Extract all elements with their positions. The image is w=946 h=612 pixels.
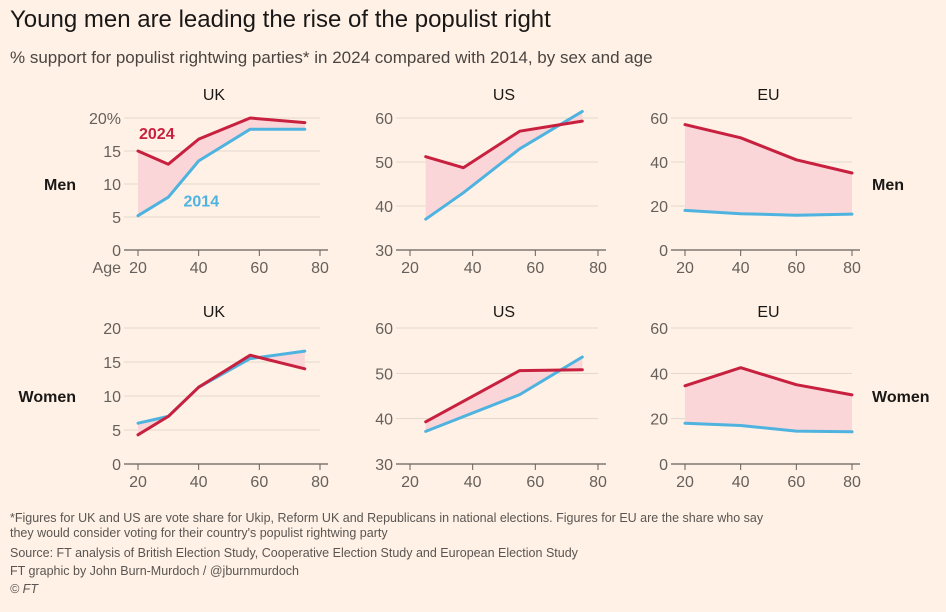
x-tick-label: 40 [732,260,750,277]
panel-us-women: US 30 40 50 60 20 40 60 80 [375,304,607,491]
x-tick-label: 80 [589,260,607,277]
series-2024-line [683,123,854,175]
x-tick-label: 40 [464,260,482,277]
x-tick-label: 80 [311,260,329,277]
series-2014-label: 2014 [184,193,220,210]
panel-title: US [493,87,515,104]
y-tick-label: 50 [375,155,393,172]
y-tick-label: 10 [103,177,121,194]
panel-title: EU [757,87,779,104]
x-tick-label: 60 [526,260,544,277]
panel-eu-women: EU 0 20 40 60 20 40 60 80 Women [650,304,929,491]
series-2014-line [424,109,584,221]
x-tick-label: 20 [401,260,419,277]
y-tick-label: 60 [375,321,393,338]
row-label-left: Men [44,177,76,194]
y-tick-label: 5 [112,423,121,440]
footnote: *Figures for UK and US are vote share fo… [10,511,763,541]
y-tick-label: 40 [650,366,668,383]
gap-area [138,351,305,435]
panel-title: EU [757,304,779,321]
series-2024-line [683,366,854,397]
x-tick-label: 80 [843,260,861,277]
panel-title: UK [203,304,226,321]
series-2014-line [683,208,854,217]
x-tick-label: 60 [787,260,805,277]
x-tick-label: 40 [190,474,208,491]
x-tick-label: 60 [526,474,544,491]
y-tick-label: 15 [103,355,121,372]
x-tick-label: 20 [676,260,694,277]
x-tick-label: 80 [843,474,861,491]
credit-note: FT graphic by John Burn-Murdoch / @jburn… [10,564,299,578]
series-2024-line [136,116,307,166]
footnote-line-1: *Figures for UK and US are vote share fo… [10,511,764,525]
y-tick-label: 20% [89,111,121,128]
y-tick-label: 30 [375,457,393,474]
panel-eu-men: EU 0 20 40 60 20 40 60 80 Men [650,87,904,277]
y-tick-label: 10 [103,389,121,406]
y-tick-label: 20 [650,412,668,429]
x-tick-label: 20 [129,474,147,491]
y-tick-label: 0 [112,457,121,474]
x-tick-label: 40 [190,260,208,277]
series-2024-label: 2024 [139,126,175,143]
panel-uk-men: UK 0 5 10 15 20% 20 40 60 80 Age 2024 2014 Men [44,87,329,277]
source-note: Source: FT analysis of British Election … [10,546,578,560]
series-2014-line [683,421,854,434]
x-tick-label: 40 [732,474,750,491]
chart-subtitle: % support for populist rightwing parties… [10,48,653,67]
y-tick-label: 30 [375,243,393,260]
gap-area [685,124,852,216]
y-tick-label: 40 [650,155,668,172]
row-label-left: Women [19,389,76,406]
x-tick-label: 60 [250,474,268,491]
gap-area [425,357,583,432]
gap-area [685,367,852,432]
series-2024-line [424,368,584,424]
x-tick-label: 80 [589,474,607,491]
chart-title: Young men are leading the rise of the po… [10,6,551,33]
y-tick-label: 15 [103,144,121,161]
x-tick-label: 60 [250,260,268,277]
y-tick-label: 0 [112,243,121,260]
y-tick-label: 40 [375,412,393,429]
series-2024-line [136,353,307,437]
row-label-right: Men [872,177,904,194]
y-tick-label: 60 [650,111,668,128]
panel-us-men: US 30 40 50 60 20 40 60 80 [375,87,607,277]
y-tick-label: 20 [103,321,121,338]
panel-title: US [493,304,515,321]
y-tick-label: 60 [650,321,668,338]
series-2024-line [424,119,584,170]
x-axis-prefix: Age [93,260,122,277]
x-tick-label: 60 [787,474,805,491]
y-tick-label: 60 [375,111,393,128]
row-label-right: Women [872,389,929,406]
footnote-line-2: they would consider voting for their cou… [10,526,388,540]
y-tick-label: 0 [659,457,668,474]
x-tick-label: 20 [676,474,694,491]
copyright-note: © FT [10,582,38,596]
x-tick-label: 80 [311,474,329,491]
y-tick-label: 50 [375,366,393,383]
x-tick-label: 20 [401,474,419,491]
y-tick-label: 20 [650,199,668,216]
panel-title: UK [203,87,226,104]
y-tick-label: 40 [375,199,393,216]
y-tick-label: 5 [112,210,121,227]
panel-uk-women: UK 0 5 10 15 20 20 40 60 80 Women [19,304,329,491]
x-tick-label: 40 [464,474,482,491]
series-2014-line [136,127,307,218]
y-tick-label: 0 [659,243,668,260]
x-tick-label: 20 [129,260,147,277]
